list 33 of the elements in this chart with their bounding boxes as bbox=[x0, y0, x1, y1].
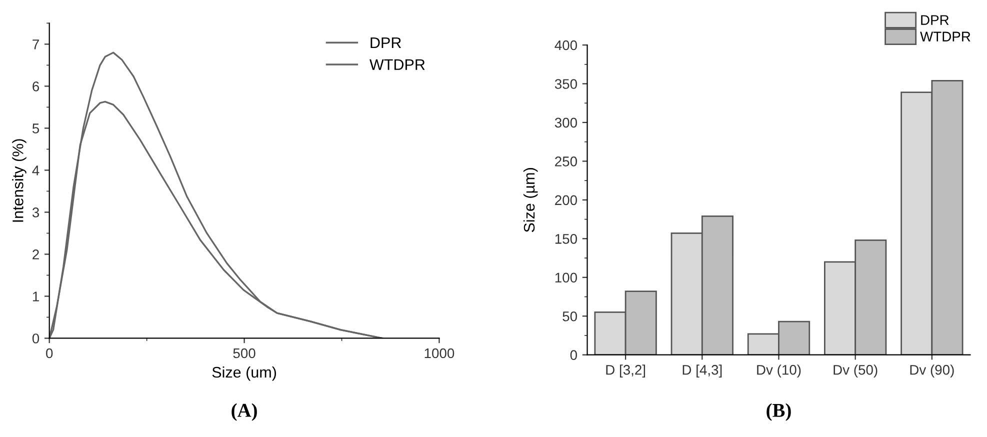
text: (A) bbox=[232, 403, 257, 421]
x-axis-title: Size (um) bbox=[212, 366, 276, 381]
legend-label: WTDPR bbox=[370, 59, 425, 70]
y-tick-label: 400 bbox=[554, 40, 577, 50]
y-tick-label: 5 bbox=[32, 124, 40, 134]
y-tick-label: 100 bbox=[555, 272, 577, 283]
y-tick-label: 2 bbox=[32, 250, 39, 260]
x-tick-label: 1000 bbox=[424, 348, 454, 358]
y-tick-label: 150 bbox=[555, 234, 577, 244]
y-tick-label: 1 bbox=[32, 292, 39, 302]
y-tick-label: 0 bbox=[32, 334, 40, 344]
y-tick-label: 7 bbox=[32, 40, 39, 50]
x-tick-label: D [4,3] bbox=[682, 364, 722, 378]
x-tick-label: Dv (10) bbox=[757, 364, 801, 378]
y-axis-title: Intensity (%) bbox=[12, 139, 26, 222]
x-tick-label: 0 bbox=[46, 348, 53, 358]
x-tick-label: Dv (50) bbox=[834, 364, 878, 378]
legend-label: WTDPR bbox=[920, 32, 970, 42]
y-axis-title: Size (µm) bbox=[523, 168, 538, 232]
y-tick-label: 50 bbox=[562, 311, 577, 322]
y-tick-label: 4 bbox=[32, 166, 40, 176]
y-tick-label: 6 bbox=[32, 82, 40, 92]
text: (B) bbox=[766, 403, 791, 421]
legend-label: DPR bbox=[921, 15, 949, 25]
x-tick-label: D [3,2] bbox=[606, 364, 646, 378]
y-tick-label: 3 bbox=[32, 208, 40, 218]
y-tick-label: 300 bbox=[554, 118, 577, 128]
x-tick-label: Dv (90) bbox=[910, 364, 954, 378]
x-tick-label: 500 bbox=[233, 348, 256, 358]
y-tick-label: 250 bbox=[555, 156, 577, 166]
y-tick-label: 200 bbox=[555, 195, 577, 206]
legend-label: DPR bbox=[370, 37, 402, 48]
y-tick-label: 350 bbox=[554, 79, 577, 89]
